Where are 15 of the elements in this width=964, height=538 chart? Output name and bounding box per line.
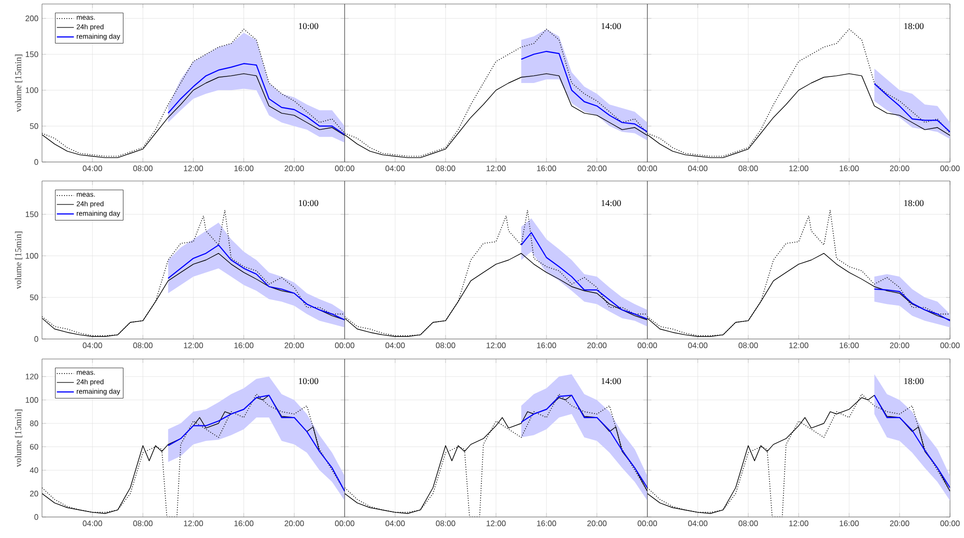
y-axis-title: volume [15min] xyxy=(14,232,22,290)
annotation: 14:00 xyxy=(602,23,621,30)
y-axis-title: volume [15min] xyxy=(14,410,22,468)
y-axis-title: volume [15min] xyxy=(14,54,22,112)
annotation: 10:00 xyxy=(298,378,318,384)
annotation: 18:00 xyxy=(904,23,924,30)
annotation: 10:00 xyxy=(298,23,318,30)
annotation: 18:00 xyxy=(904,200,924,206)
annotation: 14:00 xyxy=(602,378,621,384)
line-series xyxy=(168,244,345,320)
line-series xyxy=(168,394,345,492)
annotation: 10:00 xyxy=(298,200,318,206)
annotation: 14:00 xyxy=(602,200,621,206)
line-series xyxy=(168,63,345,136)
annotation: 18:00 xyxy=(904,378,924,384)
